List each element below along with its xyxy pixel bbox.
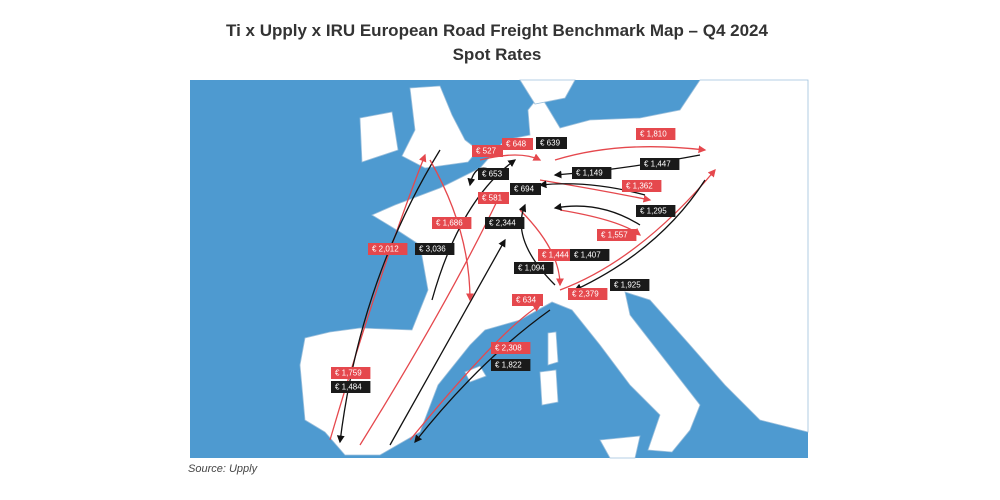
label-box xyxy=(510,183,541,195)
price-labels: € 1,810 € 648 € 527 € 581 € 1,686 € 2,012 € 1,… xyxy=(331,128,680,393)
price-label: € 694 xyxy=(514,185,535,194)
label-box xyxy=(568,288,608,300)
label-box xyxy=(478,192,509,204)
label-box xyxy=(502,138,533,150)
price-label: € 1,444 xyxy=(542,251,569,260)
label-box xyxy=(536,137,567,149)
label-box xyxy=(368,243,408,255)
label-box xyxy=(491,359,531,371)
price-label: € 2,379 xyxy=(572,290,599,299)
routes xyxy=(329,145,716,446)
price-label: € 2,344 xyxy=(489,219,516,228)
price-label: € 1,686 xyxy=(436,219,463,228)
price-label: € 1,484 xyxy=(335,383,362,392)
label-box xyxy=(415,243,455,255)
label-box xyxy=(572,167,612,179)
price-label: € 1,094 xyxy=(518,264,545,273)
label-box xyxy=(491,342,531,354)
label-box xyxy=(514,262,554,274)
subtitle: Spot Rates xyxy=(453,45,542,64)
label-box xyxy=(432,217,472,229)
price-label: € 527 xyxy=(476,147,497,156)
map xyxy=(190,79,809,459)
label-box xyxy=(570,249,610,261)
price-label: € 1,925 xyxy=(614,281,641,290)
price-label: € 1,362 xyxy=(626,182,653,191)
price-label: € 1,557 xyxy=(601,231,628,240)
price-label: € 581 xyxy=(482,194,503,203)
label-box xyxy=(485,217,525,229)
label-box xyxy=(331,381,371,393)
label-box xyxy=(478,168,509,180)
price-label: € 2,012 xyxy=(372,245,399,254)
price-label: € 648 xyxy=(506,140,527,149)
label-box xyxy=(640,158,680,170)
label-box xyxy=(622,180,662,192)
price-label: € 1,822 xyxy=(495,361,522,370)
label-box xyxy=(636,128,676,140)
source: Source: Upply xyxy=(188,463,259,475)
label-box xyxy=(512,294,543,306)
price-label: € 3,036 xyxy=(419,245,446,254)
price-label: € 2,308 xyxy=(495,344,522,353)
price-label: € 634 xyxy=(516,296,537,305)
price-label: € 639 xyxy=(540,139,561,148)
label-box xyxy=(472,145,503,157)
label-box xyxy=(331,367,371,379)
label-box xyxy=(610,279,650,291)
label-box xyxy=(597,229,637,241)
price-label: € 1,149 xyxy=(576,169,603,178)
price-label: € 1,810 xyxy=(640,130,667,139)
title: Ti x Upply x IRU European Road Freight B… xyxy=(226,21,768,40)
price-label: € 1,295 xyxy=(640,207,667,216)
price-label: € 653 xyxy=(482,170,503,179)
price-label: € 1,759 xyxy=(335,369,362,378)
label-box xyxy=(538,249,578,261)
price-label: € 1,407 xyxy=(574,251,601,260)
label-box xyxy=(636,205,676,217)
price-label: € 1,447 xyxy=(644,160,671,169)
